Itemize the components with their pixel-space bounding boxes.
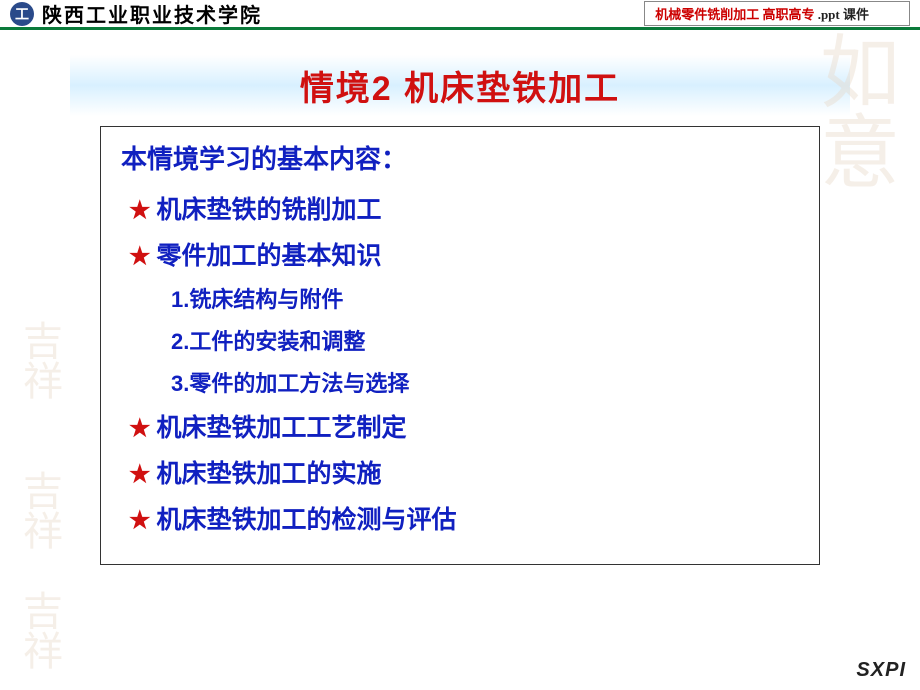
star-icon: ★ (129, 198, 151, 224)
star-icon: ★ (129, 508, 151, 534)
star-item-text: 零件加工的基本知识 (157, 243, 382, 270)
watermark-decoration: 吉祥 (10, 590, 68, 670)
watermark-decoration: 吉祥 (10, 470, 68, 550)
content-intro: 本情境学习的基本内容： (121, 139, 799, 176)
star-item-text: 机床垫铁加工的检测与评估 (157, 507, 457, 534)
star-item-text: 机床垫铁的铣削加工 (157, 197, 382, 224)
content-box: 本情境学习的基本内容： ★机床垫铁的铣削加工 ★零件加工的基本知识 1.铣床结构… (100, 126, 820, 565)
star-item-text: 机床垫铁加工的实施 (157, 461, 382, 488)
star-icon: ★ (129, 244, 151, 270)
star-item: ★机床垫铁的铣削加工 (129, 190, 799, 226)
star-item: ★机床垫铁加工的实施 (129, 454, 799, 490)
course-name-suffix: .ppt 课件 (818, 7, 869, 22)
star-item-text: 机床垫铁加工工艺制定 (157, 415, 407, 442)
school-name: 陕西工业职业技术学院 (42, 0, 262, 28)
slide-title: 情境2 机床垫铁加工 (300, 70, 620, 108)
star-item: ★机床垫铁加工的检测与评估 (129, 500, 799, 536)
star-item: ★零件加工的基本知识 (129, 236, 799, 272)
course-name-red: 机械零件铣削加工 高职高专 (655, 7, 814, 22)
sub-item: 1.铣床结构与附件 (171, 282, 799, 314)
star-icon: ★ (129, 462, 151, 488)
course-title-box: 机械零件铣削加工 高职高专 .ppt 课件 (644, 1, 910, 26)
star-icon: ★ (129, 416, 151, 442)
footer-logo: SXPI (856, 659, 906, 682)
watermark-decoration: 吉祥 (10, 320, 68, 400)
sub-item: 2.工件的安装和调整 (171, 324, 799, 356)
slide-header: 工 陕西工业职业技术学院 机械零件铣削加工 高职高专 .ppt 课件 (0, 0, 920, 30)
slide-title-bar: 情境2 机床垫铁加工 (70, 55, 850, 116)
school-logo-icon: 工 (10, 2, 34, 26)
sub-item: 3.零件的加工方法与选择 (171, 366, 799, 398)
star-item: ★机床垫铁加工工艺制定 (129, 408, 799, 444)
